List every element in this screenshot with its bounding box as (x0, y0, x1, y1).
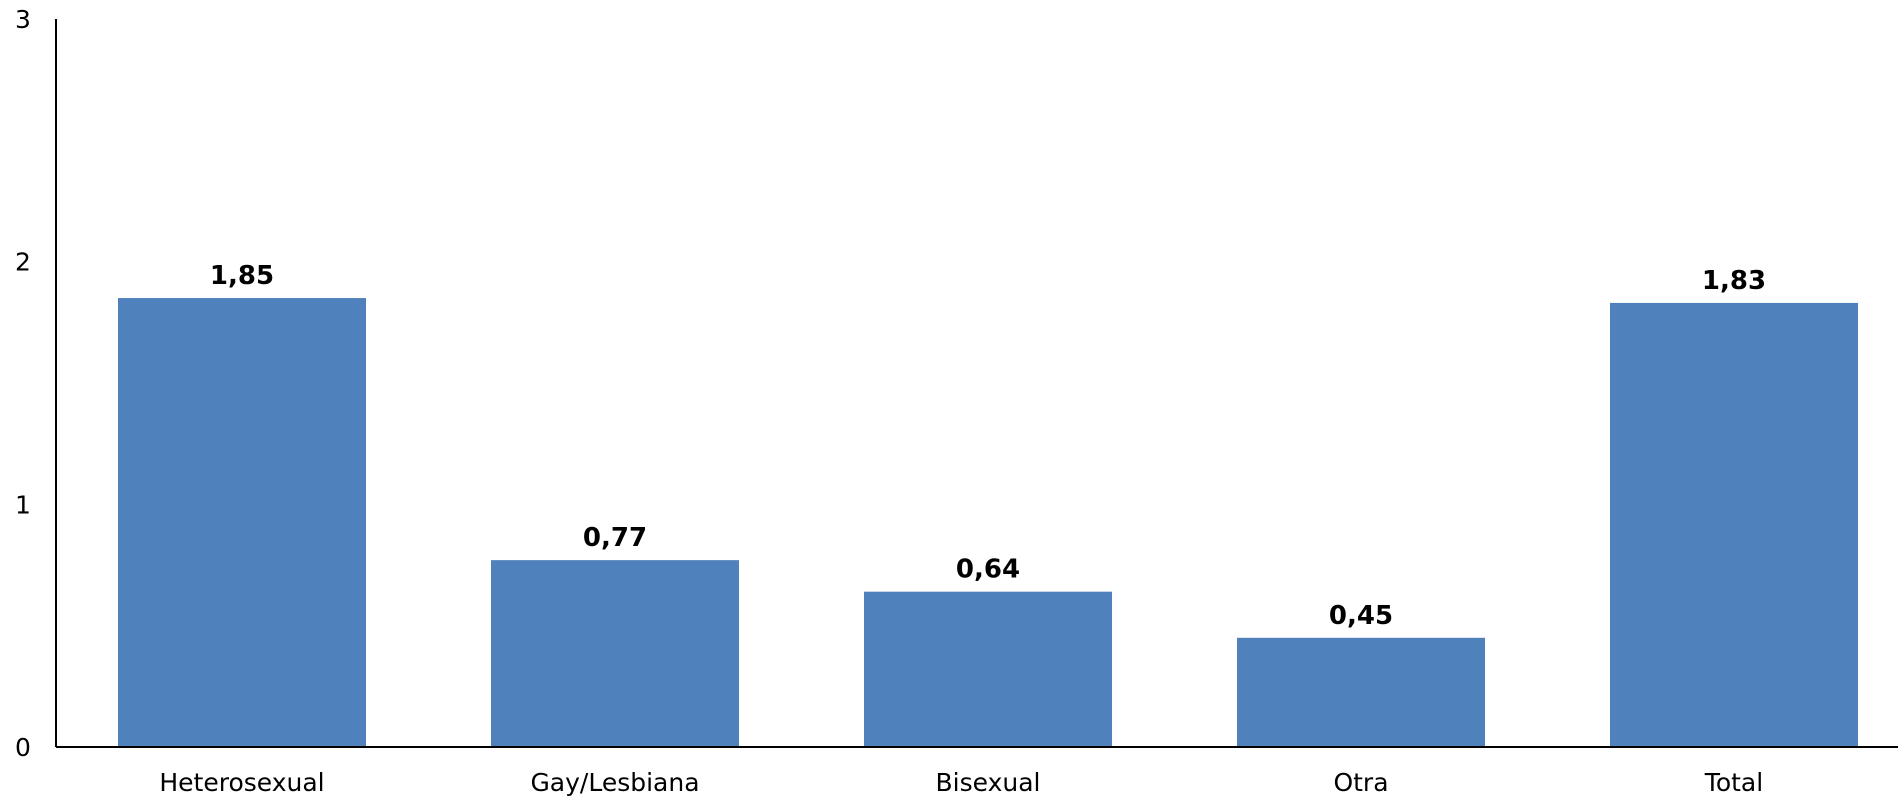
bar (491, 560, 739, 747)
bar (1237, 637, 1485, 747)
y-tick-label: 3 (15, 5, 31, 34)
data-label: 0,77 (583, 523, 647, 553)
bars-layer (118, 298, 1858, 747)
data-label: 1,83 (1702, 266, 1766, 296)
bar (118, 298, 366, 747)
data-label: 0,45 (1329, 601, 1393, 631)
x-tick-label: Gay/Lesbiana (530, 768, 699, 797)
bar (1610, 302, 1858, 747)
x-tick-label: Otra (1333, 768, 1388, 797)
data-label: 1,85 (210, 261, 274, 291)
y-tick-label: 2 (15, 248, 31, 277)
y-tick-label: 0 (15, 733, 31, 762)
x-axis: Heterosexual Gay/Lesbiana Bisexual Otra Tota… (56, 746, 1898, 797)
bar (864, 591, 1112, 747)
y-axis: 0 1 2 3 (15, 5, 57, 762)
x-tick-label: Total (1704, 768, 1763, 797)
data-label: 0,64 (956, 555, 1020, 585)
x-tick-label: Bisexual (936, 768, 1041, 797)
data-labels-layer: 1,85 0,77 0,64 0,45 1,83 (210, 261, 1766, 631)
x-tick-label: Heterosexual (159, 768, 324, 797)
y-tick-label: 1 (15, 490, 31, 519)
